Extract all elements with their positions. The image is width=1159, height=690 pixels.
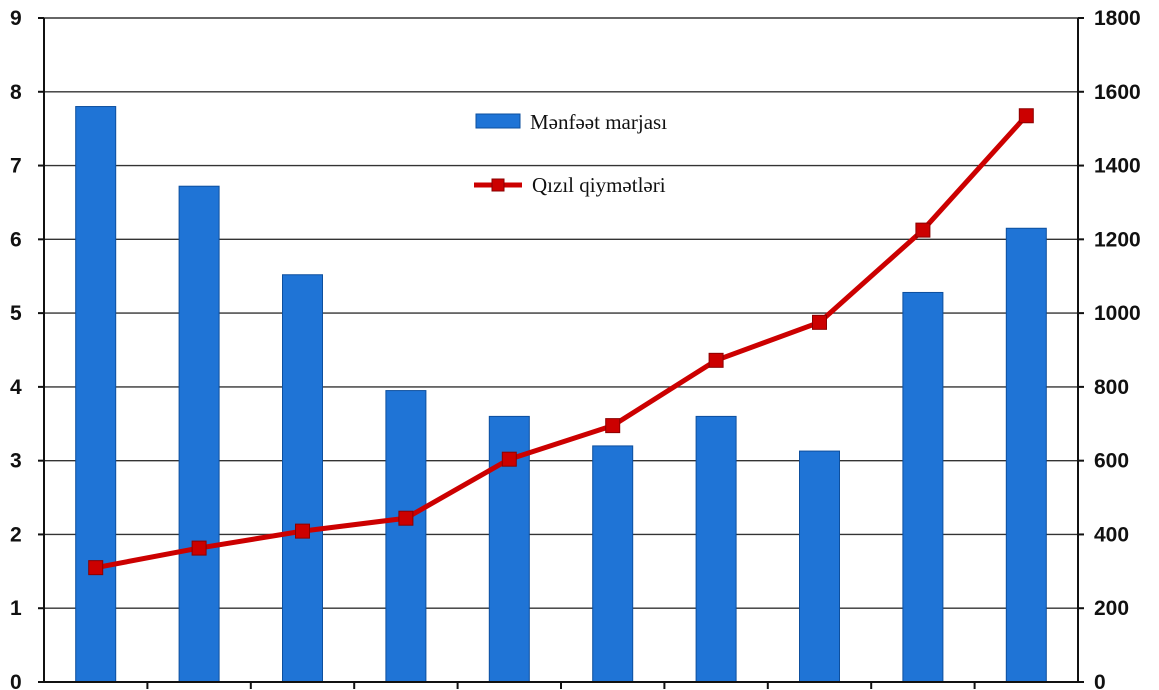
y-left-tick-label: 0 (10, 671, 22, 690)
bar (1005, 227, 1047, 683)
line-point (915, 222, 931, 238)
line-point (812, 314, 827, 330)
y-left-tick-label: 9 (10, 7, 22, 30)
line-point (398, 510, 414, 526)
y-left-tick-label: 1 (10, 597, 22, 620)
line-point (191, 540, 207, 556)
y-right-tick-label: 1400 (1094, 155, 1141, 178)
axes: 0 1 2 3 4 5 6 7 8 9 0 200 400 600 800 1000 1200 1400 1600 1… (10, 7, 1141, 690)
legend-swatch-marker (491, 178, 505, 192)
y-right-tick-label: 200 (1094, 597, 1129, 620)
bar (282, 274, 323, 683)
legend-swatch-bar (475, 113, 521, 129)
y-left-tick-label: 6 (10, 228, 22, 251)
line-series (88, 108, 1034, 576)
bar (799, 450, 840, 683)
line-point (605, 418, 621, 434)
y-right-tick-label: 1000 (1094, 302, 1141, 325)
y-right-tick-label: 1200 (1094, 228, 1141, 251)
line-point (295, 523, 310, 539)
line-point (88, 560, 104, 576)
legend: Mənfəət marjası Qızıl qiymətləri (474, 110, 667, 197)
line-point (1018, 108, 1034, 124)
bar (902, 291, 944, 683)
y-right-tick-label: 600 (1094, 450, 1129, 473)
y-left-tick-label: 7 (10, 155, 22, 178)
y-left-tick-label: 8 (10, 81, 22, 104)
line-point (708, 352, 724, 368)
y-left-tick-label: 2 (10, 523, 22, 546)
legend-label-line: Qızıl qiymətləri (532, 173, 666, 197)
line-point (501, 451, 517, 467)
y-right-tick-label: 400 (1094, 523, 1129, 546)
legend-label-bar: Mənfəət marjası (530, 110, 667, 134)
y-left-tick-label: 3 (10, 450, 22, 473)
y-left-tick-label: 4 (10, 376, 22, 399)
y-left-tick-label: 5 (10, 302, 22, 325)
bar (695, 415, 737, 683)
y-right-tick-label: 1800 (1094, 7, 1141, 30)
bar (178, 185, 220, 683)
bar (592, 445, 634, 683)
y-right-tick-label: 0 (1094, 671, 1106, 690)
bar (75, 106, 117, 683)
bar-series (75, 106, 1047, 683)
y-right-tick-label: 800 (1094, 376, 1129, 399)
series-line (95, 114, 1029, 571)
y-right-tick-label: 1600 (1094, 81, 1141, 104)
bar (385, 390, 427, 683)
